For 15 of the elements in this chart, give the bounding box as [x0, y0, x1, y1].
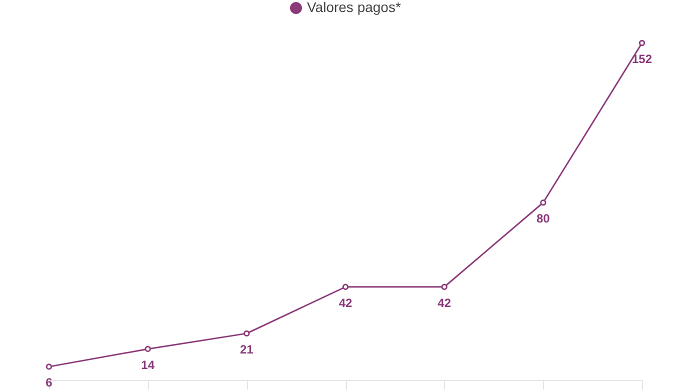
data-label: 21: [240, 342, 254, 356]
data-label: 80: [536, 212, 550, 226]
legend-label: Valores pagos*: [307, 0, 402, 15]
point: [144, 346, 151, 352]
point: [46, 364, 52, 370]
data-label: 42: [438, 296, 452, 310]
data-label: 152: [632, 52, 652, 66]
point: [342, 284, 349, 290]
point: [441, 284, 448, 290]
point: [540, 200, 546, 206]
data-label: 6: [46, 376, 53, 390]
point: [638, 40, 646, 46]
data-label: 14: [141, 358, 155, 372]
point: [244, 330, 250, 337]
data-label: 42: [338, 296, 352, 310]
